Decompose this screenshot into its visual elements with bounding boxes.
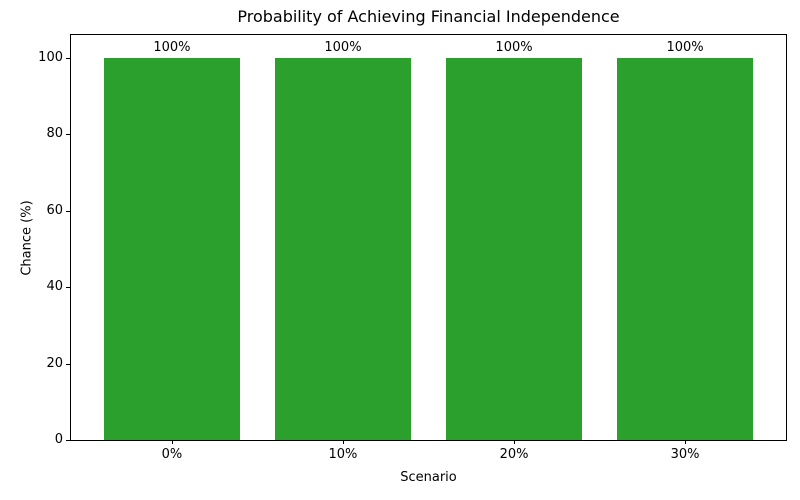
bar xyxy=(616,57,754,440)
y-axis-label: Chance (%) xyxy=(19,200,35,276)
y-tick-label: 40 xyxy=(46,279,63,295)
x-tick-mark xyxy=(171,440,173,444)
x-axis-label: Scenario xyxy=(400,470,457,485)
bar xyxy=(445,57,583,440)
chart-title: Probability of Achieving Financial Indep… xyxy=(237,7,620,26)
x-tick-label: 10% xyxy=(328,447,358,462)
x-tick-label: 20% xyxy=(499,447,529,462)
bar-value-label: 100% xyxy=(666,39,704,55)
x-tick-label: 0% xyxy=(161,447,183,462)
y-tick-label: 100 xyxy=(38,49,63,65)
y-tick-mark xyxy=(66,287,70,289)
y-tick-mark xyxy=(66,134,70,136)
y-tick-mark xyxy=(66,57,70,59)
bar xyxy=(274,57,412,440)
y-tick-mark xyxy=(66,363,70,365)
y-tick-label: 0 xyxy=(54,432,63,447)
y-tick-label: 20 xyxy=(46,355,63,371)
y-tick-mark xyxy=(66,210,70,212)
x-tick-mark xyxy=(685,440,687,444)
bar-value-label: 100% xyxy=(495,39,533,55)
bar-value-label: 100% xyxy=(324,39,362,55)
bar-value-label: 100% xyxy=(153,39,191,55)
x-tick-label: 30% xyxy=(670,447,700,462)
y-tick-label: 60 xyxy=(46,202,63,218)
y-tick-mark xyxy=(66,440,70,441)
x-tick-mark xyxy=(514,440,516,444)
plot-area: 100% 0% 100% 10% 100% 20% 100% 30% 0 20 40 60 80 100 xyxy=(38,34,787,462)
y-tick-label: 80 xyxy=(46,126,63,142)
x-tick-mark xyxy=(342,440,344,444)
bar xyxy=(103,57,241,440)
